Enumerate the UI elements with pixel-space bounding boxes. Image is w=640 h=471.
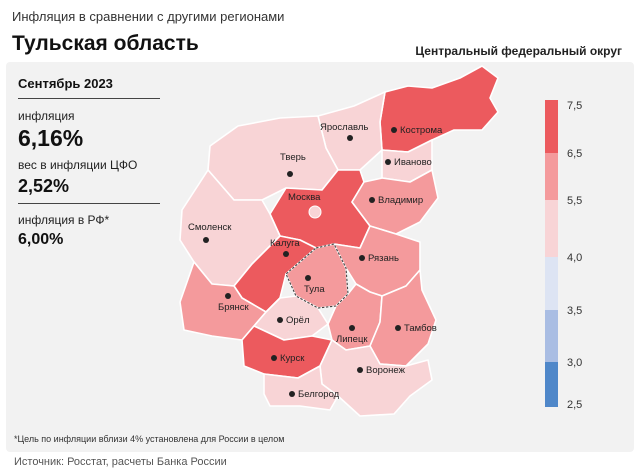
- footnote: *Цель по инфляции вблизи 4% установлена …: [14, 434, 285, 444]
- city-label-tambov: Тамбов: [404, 323, 437, 334]
- legend-tick-2: 5,5: [567, 195, 582, 207]
- city-dot-tula: [305, 275, 311, 281]
- city-label-vladimir: Владимир: [378, 195, 423, 206]
- stats-panel: Сентябрь 2023 инфляция 6,16% вес в инфля…: [18, 76, 160, 249]
- city-dot-belgorod: [289, 391, 295, 397]
- city-dot-bryansk: [225, 293, 231, 299]
- region-tver[interactable]: [207, 115, 339, 201]
- district-label: Центральный федеральный округ: [415, 44, 622, 58]
- city-dot-kaluga: [283, 251, 289, 257]
- city-label-oryol: Орёл: [286, 315, 310, 326]
- weight-value: 2,52%: [18, 176, 160, 204]
- region-vladimir[interactable]: [351, 169, 439, 235]
- legend-swatch-1: [545, 153, 558, 200]
- city-label-kursk: Курск: [280, 353, 305, 364]
- page-title: Тульская область: [12, 32, 199, 55]
- city-dot-tambov: [395, 325, 401, 331]
- legend-swatch-3: [545, 257, 558, 310]
- city-dot-voronezh: [357, 367, 363, 373]
- city-label-yaroslavl: Ярославль: [320, 122, 368, 133]
- city-label-tula: Тула: [304, 284, 325, 295]
- city-dot-tver: [287, 171, 293, 177]
- city-dot-ryazan: [359, 255, 365, 261]
- city-label-tver: Тверь: [280, 152, 306, 163]
- city-label-bryansk: Брянск: [218, 302, 250, 313]
- moscow-city-marker: [308, 205, 322, 219]
- city-label-belgorod: Белгород: [298, 389, 340, 400]
- region-tambov[interactable]: [369, 269, 437, 367]
- city-dot-smolensk: [203, 237, 209, 243]
- month-label: Сентябрь 2023: [18, 76, 160, 99]
- city-dot-kursk: [271, 355, 277, 361]
- legend-tick-4: 3,5: [567, 305, 582, 317]
- city-label-smolensk: Смоленск: [188, 222, 232, 233]
- rf-inflation-label: инфляция в РФ*: [18, 213, 110, 227]
- rf-inflation-value: 6,00%: [18, 231, 64, 248]
- city-dot-ivanovo: [385, 159, 391, 165]
- legend-tick-0: 7,5: [567, 100, 582, 112]
- inflation-label: инфляция: [18, 109, 75, 123]
- legend-swatch-5: [545, 362, 558, 407]
- legend-swatch-4: [545, 310, 558, 362]
- legend-tick-6: 2,5: [567, 399, 582, 410]
- city-label-lipetsk: Липецк: [336, 334, 368, 345]
- legend-tick-3: 4,0: [567, 252, 582, 264]
- legend-tick-1: 6,5: [567, 148, 582, 160]
- city-dot-oryol: [277, 317, 283, 323]
- city-label-moscow: Москва: [288, 192, 321, 203]
- city-label-kostroma: Кострома: [400, 125, 443, 136]
- source-note: Источник: Росстат, расчеты Банка России: [14, 456, 227, 468]
- page-subtitle: Инфляция в сравнении с другими регионами: [12, 9, 285, 24]
- region-map: Кострома Ярославль Иваново Тверь Москва …: [179, 65, 499, 417]
- region-kostroma[interactable]: [379, 65, 499, 153]
- city-label-ryazan: Рязань: [368, 253, 399, 264]
- weight-label: вес в инфляции ЦФО: [18, 158, 138, 172]
- inflation-value: 6,16%: [18, 125, 84, 151]
- legend-swatch-2: [545, 200, 558, 257]
- legend-tick-5: 3,0: [567, 357, 582, 369]
- city-dot-kostroma: [391, 127, 397, 133]
- city-label-kaluga: Калуга: [270, 238, 300, 249]
- city-dot-vladimir: [369, 197, 375, 203]
- color-legend: 7,5 6,5 5,5 4,0 3,5 3,0 2,5: [545, 100, 582, 410]
- city-label-voronezh: Воронеж: [366, 365, 406, 376]
- legend-swatch-0: [545, 100, 558, 153]
- region-belgorod[interactable]: [263, 365, 339, 411]
- tula-outline: [285, 243, 349, 309]
- city-dot-lipetsk: [349, 325, 355, 331]
- city-dot-yaroslavl: [347, 135, 353, 141]
- city-label-ivanovo: Иваново: [394, 157, 432, 168]
